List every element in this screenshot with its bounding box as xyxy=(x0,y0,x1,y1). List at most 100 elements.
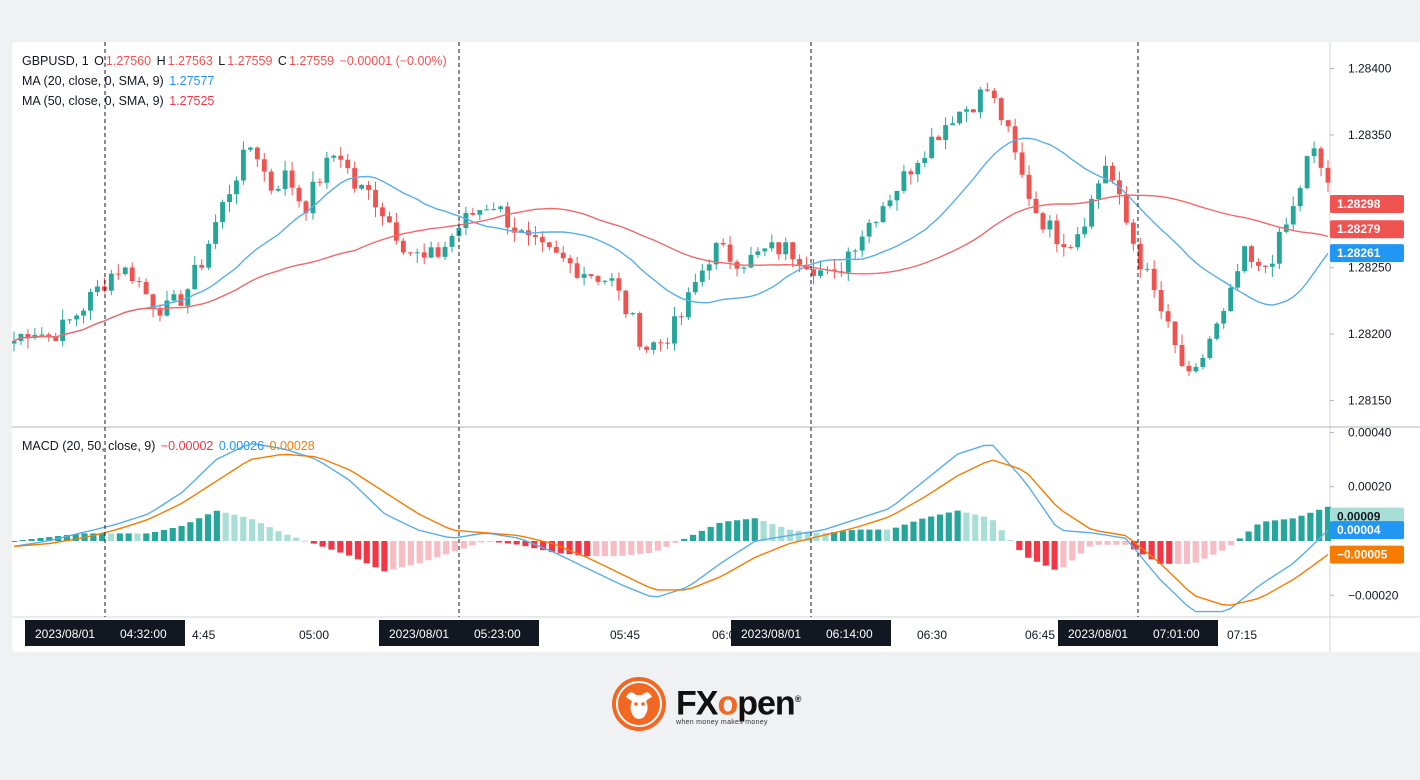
macd-hist-bar xyxy=(945,512,952,541)
candle-body xyxy=(407,252,413,254)
candle-body xyxy=(991,90,997,99)
macd-hist-bar xyxy=(12,541,18,542)
macd-hist-bar xyxy=(72,534,79,541)
macd-hist-bar xyxy=(592,541,600,557)
macd-hist-bar xyxy=(548,541,556,553)
macd-hist-bar xyxy=(751,518,758,541)
marker-date: 2023/08/01 xyxy=(741,627,801,641)
macd-hist-bar xyxy=(319,541,326,547)
macd-hist-bar xyxy=(769,524,776,541)
candle-body xyxy=(957,111,962,124)
candle-body xyxy=(67,319,73,321)
candle-body xyxy=(477,210,483,215)
candle-body xyxy=(790,242,796,259)
chart-canvas[interactable]: 1.28400 1.28350 1.28250 1.28200 1.28150 0.000… xyxy=(12,42,1420,652)
macd-hist-bar xyxy=(390,541,397,570)
macd-hist-bar xyxy=(875,529,882,541)
ma50-label: MA (50, close, 0, SMA, 9) xyxy=(22,94,164,108)
candle-body xyxy=(1005,120,1011,127)
macd-hist-bar xyxy=(99,533,106,541)
close-value: 1.27559 xyxy=(288,54,335,68)
macd-hist-bar xyxy=(204,514,212,541)
macd-hist-bar xyxy=(963,512,970,541)
candle-body xyxy=(658,342,664,344)
candle-body xyxy=(741,267,747,269)
macd-hist-bar xyxy=(443,541,450,555)
open-value: 1.27560 xyxy=(105,54,152,68)
candle-body xyxy=(1103,165,1108,184)
ma20-value: 1.27577 xyxy=(169,74,215,88)
candle-body xyxy=(1130,222,1136,244)
macd-hist-bar xyxy=(125,533,132,541)
candle-body xyxy=(776,242,782,255)
candle-body xyxy=(1061,244,1067,248)
candle-body xyxy=(1165,311,1171,322)
macd-hist-bar xyxy=(231,514,238,541)
macd-hist-bar xyxy=(637,541,644,554)
candle-body xyxy=(915,162,921,175)
candle-body xyxy=(1026,174,1032,199)
candle-body xyxy=(1019,152,1025,175)
macd-hist-bar xyxy=(1316,509,1323,541)
candle-body xyxy=(1235,271,1241,288)
candle-body xyxy=(380,207,385,217)
candle-body xyxy=(74,315,80,320)
candle-body xyxy=(581,274,587,278)
candle-body xyxy=(692,282,698,293)
macd-hist-bar xyxy=(734,520,741,541)
candle-body xyxy=(157,309,163,316)
macd-hist-value: −0.00002 xyxy=(160,439,214,453)
candle-body xyxy=(213,222,219,244)
candle-body xyxy=(1297,188,1303,207)
macd-hist-bar xyxy=(354,541,362,560)
candle-body xyxy=(546,242,552,248)
candle-body xyxy=(713,242,719,265)
macd-hist-bar xyxy=(1245,531,1252,541)
candle-body xyxy=(616,278,622,291)
macd-hist-bar xyxy=(1139,541,1146,555)
candle-body xyxy=(261,159,267,172)
candle-body xyxy=(929,136,935,159)
candle-body xyxy=(762,248,768,252)
macd-hist-bar xyxy=(1183,541,1190,564)
candle-body xyxy=(275,189,281,191)
macd-hist-bar xyxy=(610,541,617,557)
macd-hist-bar xyxy=(293,537,300,541)
macd-hist-bar xyxy=(778,526,785,541)
price-label-0-bg xyxy=(1330,194,1404,213)
candle-body xyxy=(1082,226,1088,235)
candle-body xyxy=(136,281,142,283)
macd-label-0: 0.00009 xyxy=(1337,510,1381,524)
candle-body xyxy=(421,252,427,258)
candle-body xyxy=(1144,268,1150,270)
candle-body xyxy=(386,216,392,223)
candle-body xyxy=(1054,220,1060,245)
macd-line xyxy=(13,442,1329,613)
price-tick-label: 1.28200 xyxy=(1348,327,1392,341)
candle-body xyxy=(220,202,226,223)
candle-body xyxy=(199,264,205,268)
candle-body xyxy=(435,247,441,257)
macd-hist-bar xyxy=(257,523,265,541)
candle-body xyxy=(977,89,983,113)
symbol-label: GBPUSD, 1 xyxy=(22,54,89,68)
marker-badge xyxy=(1058,620,1218,646)
macd-hist-bar xyxy=(469,541,476,546)
candle-body xyxy=(630,313,636,315)
candle-body xyxy=(651,342,657,350)
candle-body xyxy=(519,230,524,233)
candle-body xyxy=(428,247,434,258)
candle-body xyxy=(1269,263,1275,267)
macd-tick-label: −0.00020 xyxy=(1348,588,1399,602)
marker-badge xyxy=(25,620,185,646)
candle-body xyxy=(894,190,900,201)
candle-body xyxy=(1096,183,1102,199)
candle-body xyxy=(1228,287,1234,312)
candle-body xyxy=(1325,167,1331,183)
price-label-0: 1.28298 xyxy=(1337,197,1381,211)
candle-body xyxy=(880,206,886,223)
macd-hist-bar xyxy=(107,533,115,541)
macd-hist-bar xyxy=(901,524,908,541)
candle-body xyxy=(859,236,865,251)
candle-body xyxy=(567,258,573,264)
